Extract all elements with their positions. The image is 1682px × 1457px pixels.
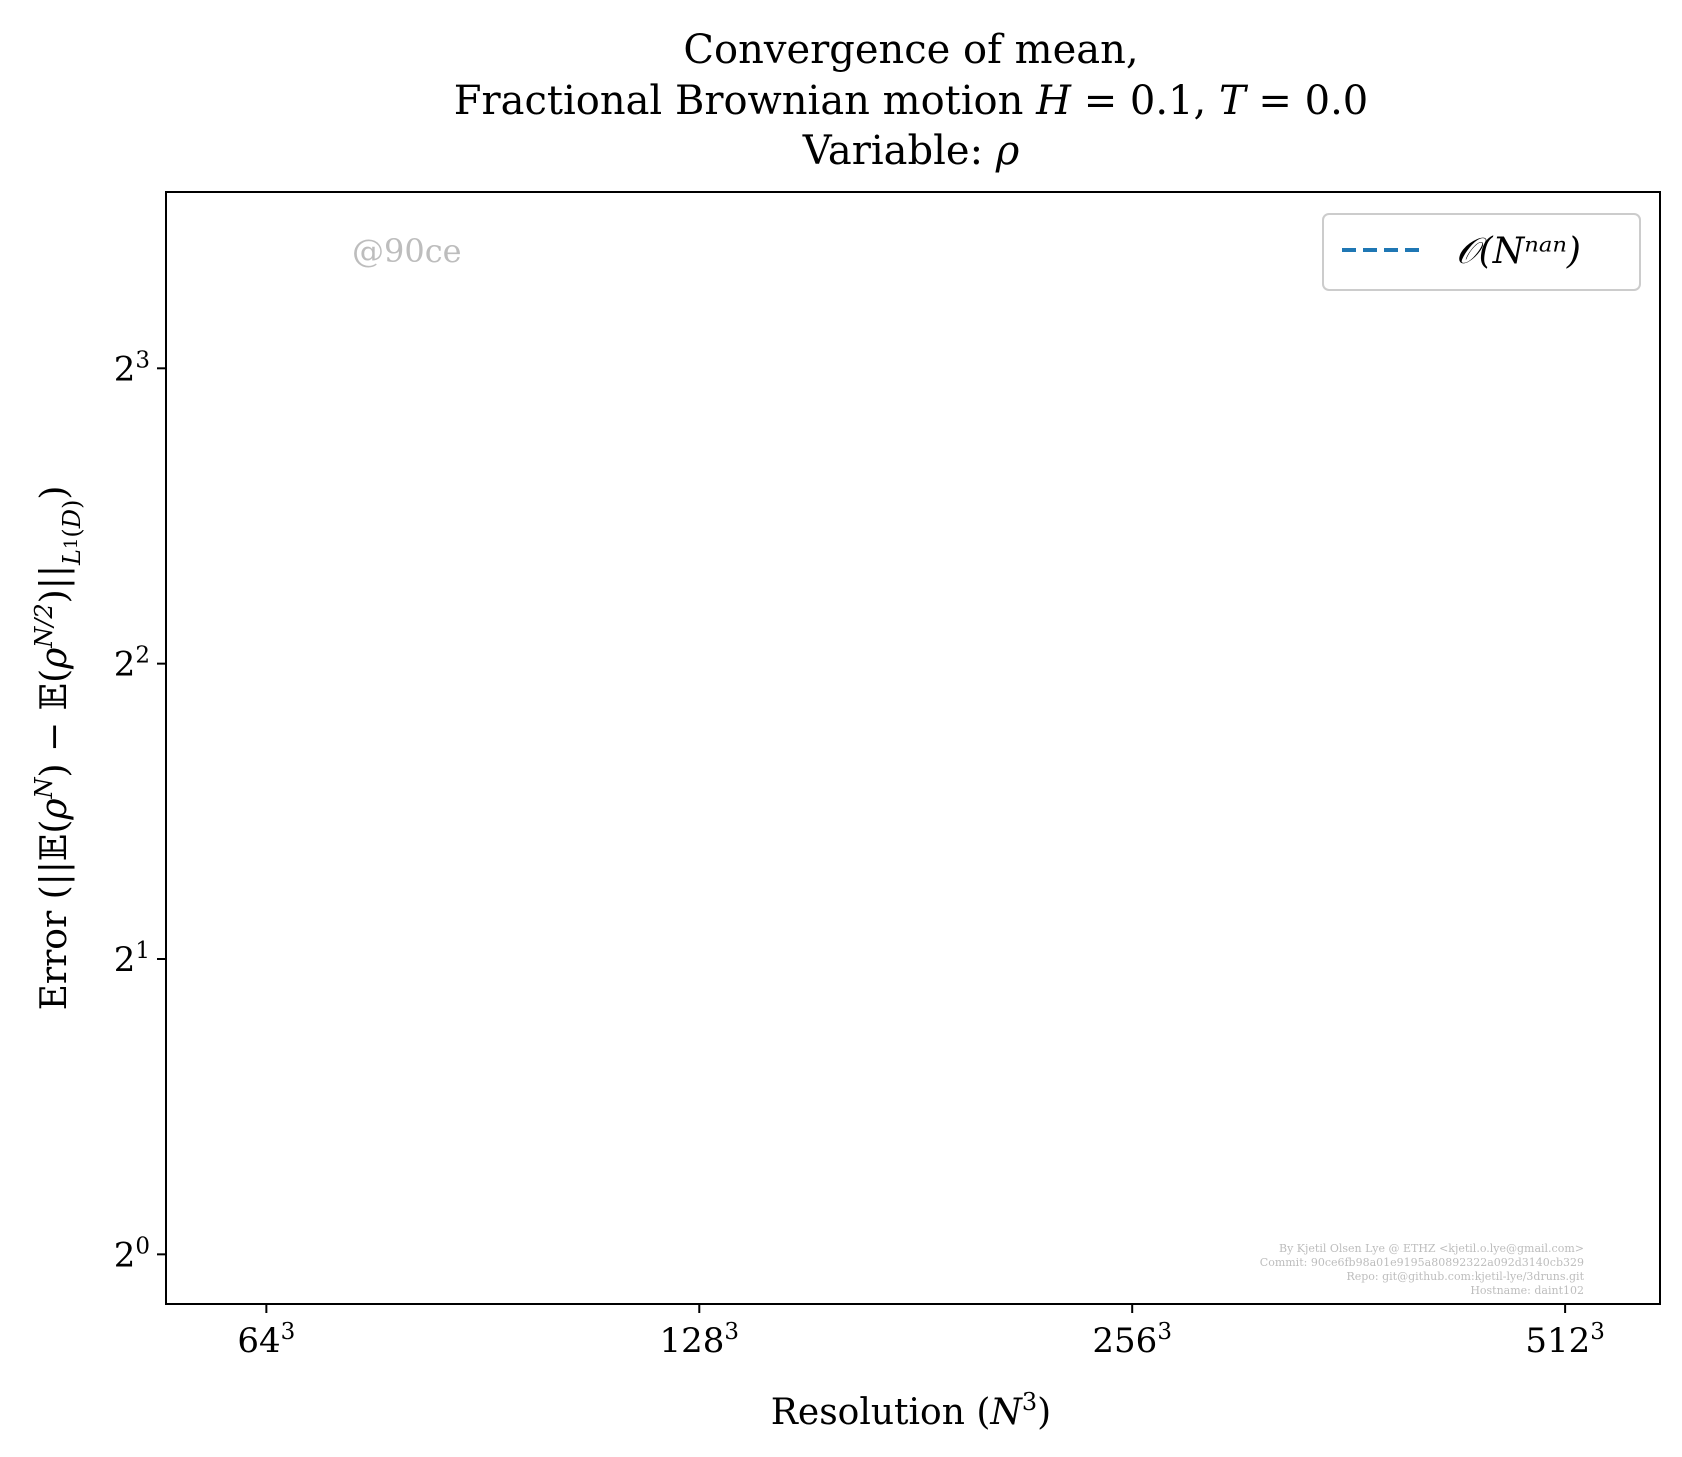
legend: 𝒪(Nⁿᵃⁿ) [1322, 213, 1641, 291]
y-tick-label-1: 21 [114, 938, 150, 980]
y-tick-label-0: 20 [114, 1233, 150, 1275]
plot-area [165, 191, 1661, 1305]
y-tick-label-3: 23 [114, 347, 150, 389]
chart-title-line-3: Variable: ρ [802, 128, 1020, 174]
y-axis-label: Error (||𝔼(ρN) − 𝔼(ρN/2)||L1(D)) [30, 486, 86, 1011]
credits: By Kjetil Olsen Lye @ ETHZ <kjetil.o.lye… [1260, 1242, 1585, 1297]
x-tick-label-1: 1283 [660, 1319, 740, 1361]
legend-label: 𝒪(Nⁿᵃⁿ) [1456, 231, 1581, 272]
y-tick-label-2: 22 [114, 643, 150, 685]
chart-title-line-2: Fractional Brownian motion H = 0.1, T = … [454, 78, 1368, 124]
credit-line-1: By Kjetil Olsen Lye @ ETHZ <kjetil.o.lye… [1279, 1242, 1584, 1255]
chart-title-line-1: Convergence of mean, [683, 27, 1138, 73]
credit-line-2: Commit: 90ce6fb98a01e9195a80892322a092d3… [1260, 1256, 1584, 1269]
x-axis-label: Resolution (N3) [771, 1388, 1051, 1433]
x-tick-label-3: 5123 [1525, 1319, 1605, 1361]
x-tick-label-0: 643 [237, 1319, 295, 1361]
y-axis: 20 21 22 23 [114, 347, 166, 1275]
credit-line-4: Hostname: daint102 [1470, 1284, 1584, 1297]
x-axis: 643 1283 2563 5123 [237, 1304, 1605, 1361]
legend-box [1322, 213, 1641, 291]
watermark: @90ce [352, 232, 462, 270]
x-tick-label-2: 2563 [1092, 1319, 1172, 1361]
credit-line-3: Repo: git@github.com:kjetil-lye/3druns.g… [1346, 1270, 1584, 1283]
